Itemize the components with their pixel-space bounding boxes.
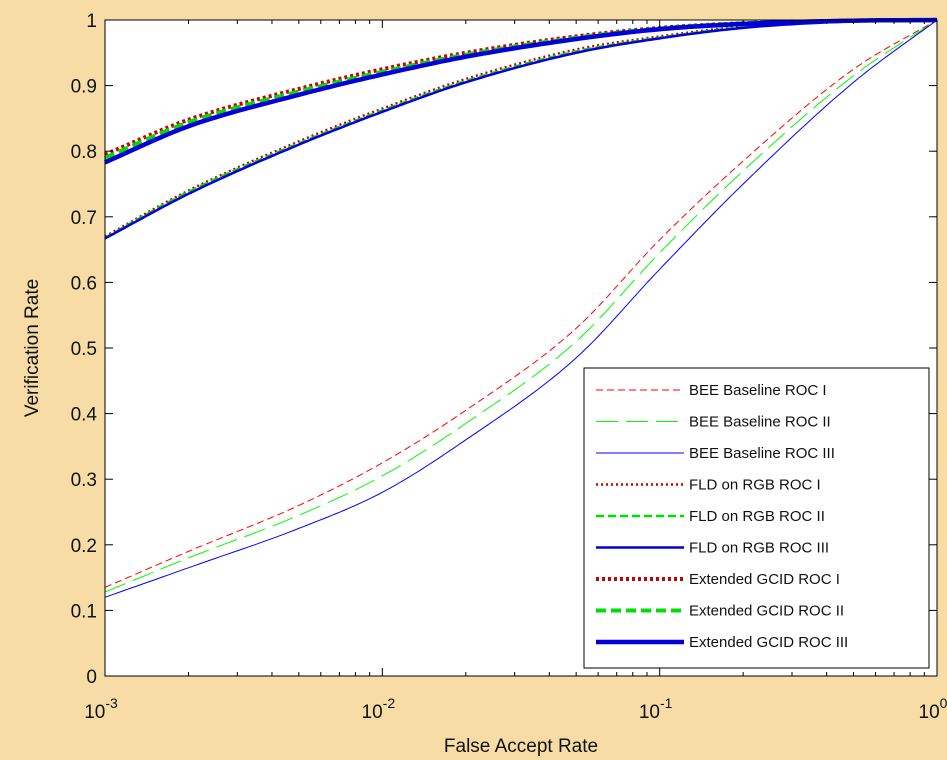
y-tick-label: 0.7 [71,208,97,229]
legend-label-5: FLD on RGB ROC II [689,508,825,525]
y-tick-label: 0.9 [71,77,97,98]
y-tick-label: 0.3 [71,470,97,491]
y-tick-label: 0.8 [71,142,97,163]
x-tick-label: 10-2 [362,695,396,723]
legend-label-4: FLD on RGB ROC I [689,477,821,494]
legend-label-7: Extended GCID ROC I [689,571,840,588]
series-line-2 [104,19,938,593]
y-tick-label: 0 [86,667,97,688]
legend-label-8: Extended GCID ROC II [689,603,844,620]
series-group [104,17,938,598]
x-tick-label: 100 [919,695,947,723]
series-line-3 [104,19,938,598]
x-tick-label: 10-3 [84,695,118,723]
legend-label-1: BEE Baseline ROC I [689,382,827,399]
y-tick-label: 0.6 [71,273,97,294]
series-line-4 [104,18,938,238]
y-tick-label: 0.1 [71,601,97,622]
series-line-1 [104,19,938,588]
legend: BEE Baseline ROC I BEE Baseline ROC II BEE… [583,367,930,669]
x-tick-label: 10-1 [639,695,673,723]
y-tick-label: 1 [86,11,97,32]
y-tick-label: 0.5 [71,339,97,360]
legend-label-3: BEE Baseline ROC III [689,445,835,462]
y-tick-label: 0.2 [71,536,97,557]
legend-label-2: BEE Baseline ROC II [689,414,831,431]
ticks-group: 0 0.1 0.2 0.3 0.4 0.5 0.6 0.7 0.8 0.9 1 10-3 10-2 10-… [71,11,947,723]
y-tick-label: 0.4 [71,405,98,426]
legend-label-6: FLD on RGB ROC III [689,540,829,557]
series-line-9 [104,17,937,165]
legend-box [583,367,930,669]
legend-label-9: Extended GCID ROC III [689,634,848,651]
x-axis-title: False Accept Rate [444,736,598,757]
y-axis-title: Verification Rate [22,279,43,417]
